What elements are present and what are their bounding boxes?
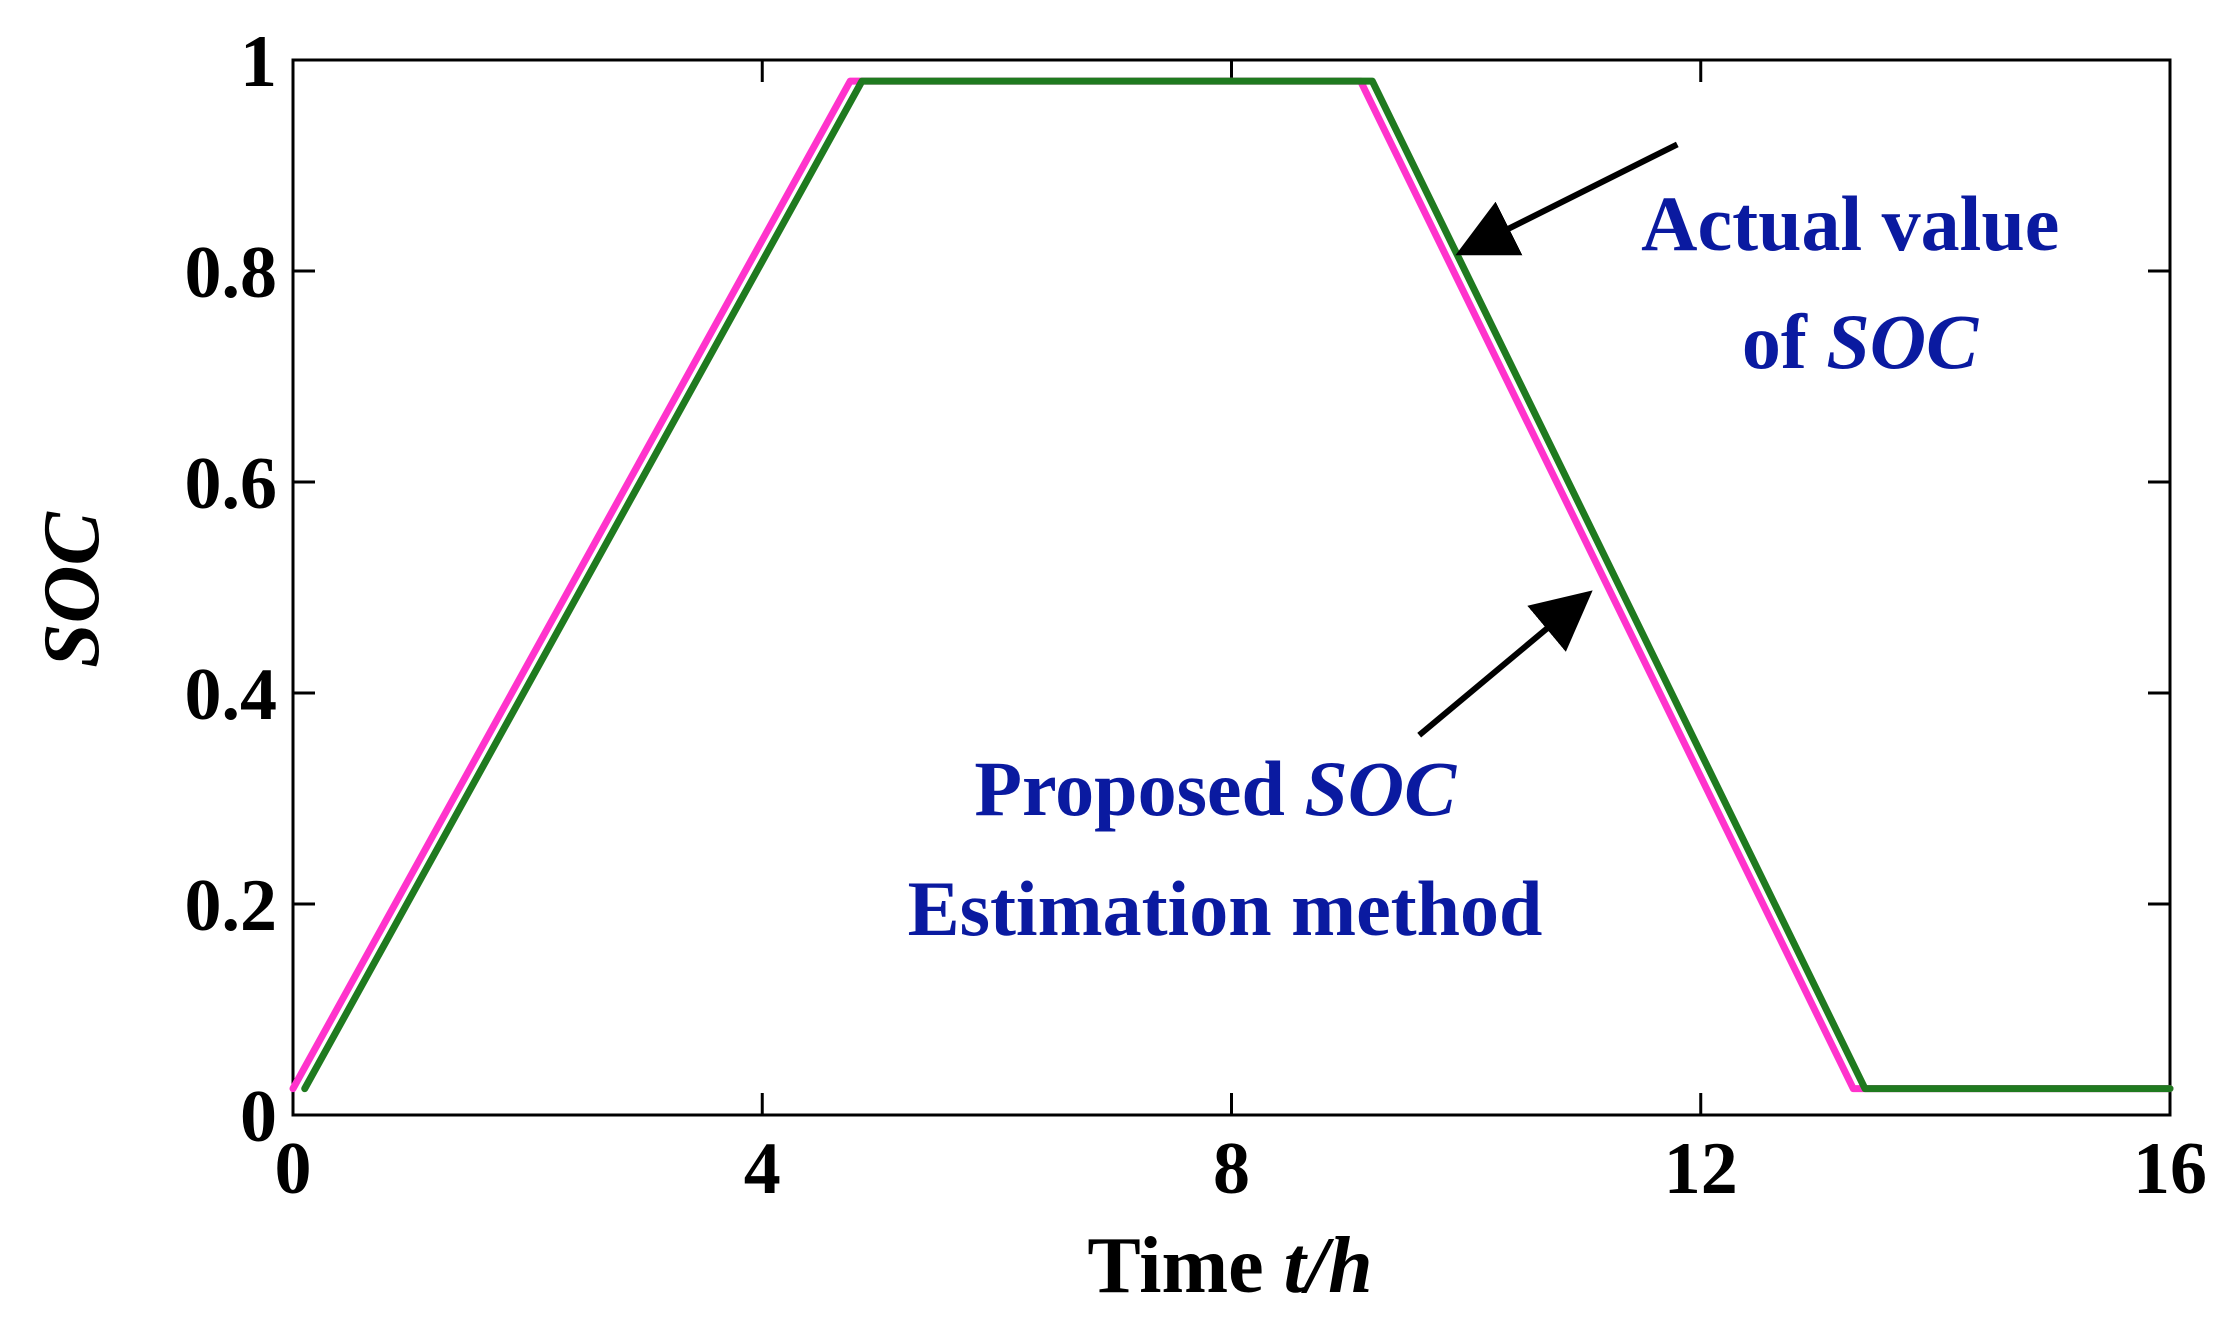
series-line-1 bbox=[301, 77, 2174, 1093]
annotation-arrows bbox=[1417, 141, 1679, 738]
y-axis-label: SOC bbox=[28, 511, 116, 668]
y-tick-label-2: 0.4 bbox=[185, 654, 278, 736]
annotation-proposed-method: Proposed SOC Estimation method bbox=[908, 745, 1543, 952]
x-tick-label-4: 16 bbox=[2133, 1128, 2207, 1210]
x-tick-label-0: 0 bbox=[275, 1128, 312, 1210]
x-tick-label-2: 8 bbox=[1213, 1128, 1250, 1210]
x-tick-label-3: 12 bbox=[1664, 1128, 1738, 1210]
series-lines bbox=[289, 77, 2174, 1093]
y-tick-label-0: 0 bbox=[240, 1076, 277, 1158]
axis-tick-labels: 0 4 8 12 16 0 0.2 0.4 0.6 0.8 1 bbox=[185, 21, 2208, 1210]
y-tick-label-5: 1 bbox=[240, 21, 277, 103]
annotation-arrow-0 bbox=[1455, 141, 1679, 256]
annotation-arrow-1 bbox=[1417, 590, 1593, 738]
y-tick-label-4: 0.8 bbox=[185, 232, 278, 314]
axis-ticks bbox=[291, 58, 2172, 1117]
y-tick-label-1: 0.2 bbox=[185, 865, 278, 947]
y-tick-label-3: 0.6 bbox=[185, 443, 278, 525]
annotation-actual-value: Actual value of SOC bbox=[1641, 180, 2079, 385]
x-tick-label-1: 4 bbox=[744, 1128, 781, 1210]
x-axis-label: Time t/h bbox=[1087, 1222, 1372, 1310]
